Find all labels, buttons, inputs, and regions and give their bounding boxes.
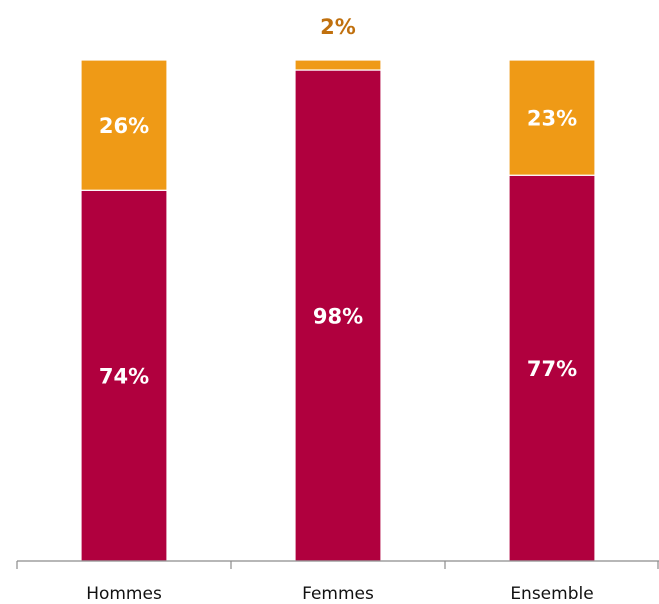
data-label-hommes-1: 26% <box>99 114 149 138</box>
data-label-ensemble-0: 77% <box>527 357 577 381</box>
category-label-ensemble: Ensemble <box>510 584 593 604</box>
data-label-ensemble-1: 23% <box>527 107 577 131</box>
bar-segment-ensemble-0 <box>508 174 596 562</box>
data-label-femmes-1: 2% <box>320 15 356 39</box>
data-labels-layer: 74% 26% 98% 2% 77% 23% <box>99 15 577 389</box>
category-label-hommes: Hommes <box>86 584 162 604</box>
bars-layer <box>80 59 596 562</box>
bar-segment-hommes-0 <box>80 189 168 562</box>
data-label-hommes-0: 74% <box>99 365 149 389</box>
data-label-femmes-0: 98% <box>313 305 363 329</box>
x-axis: Hommes Femmes Ensemble <box>16 560 659 604</box>
category-label-femmes: Femmes <box>302 584 374 604</box>
bar-segment-femmes-1 <box>294 59 382 71</box>
bar-segment-hommes-1 <box>80 59 168 191</box>
bar-segment-ensemble-1 <box>508 59 596 176</box>
